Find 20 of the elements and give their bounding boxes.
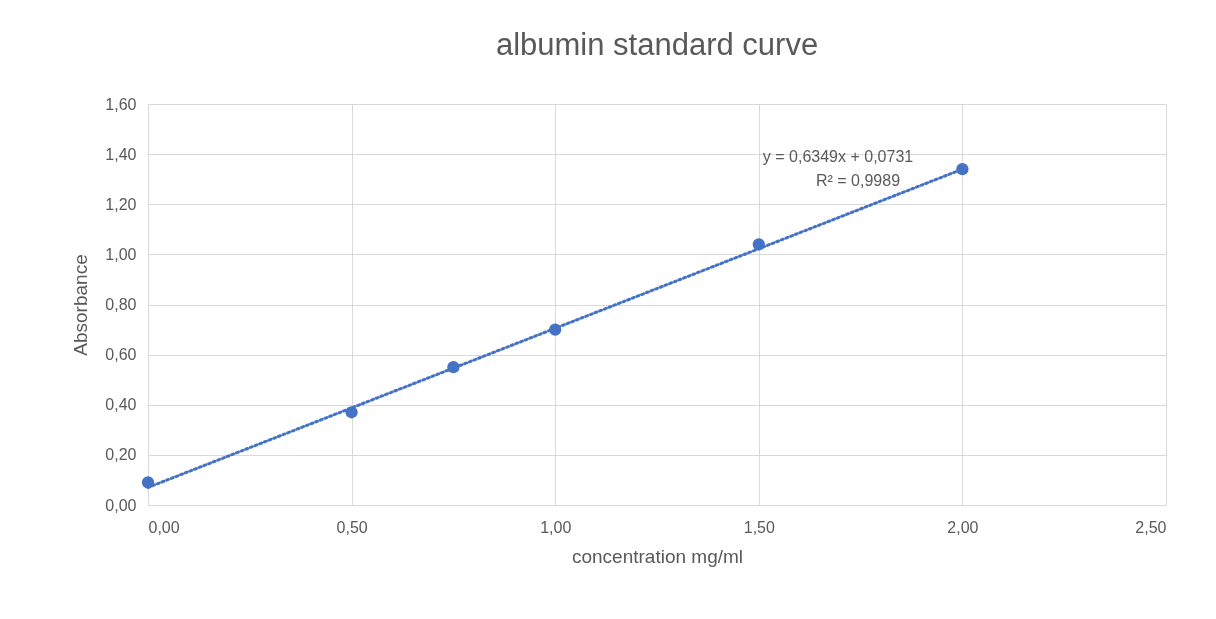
x-tick-label: 0,00	[148, 518, 180, 536]
y-tick-label: 0,40	[105, 396, 137, 414]
y-tick-label: 1,20	[105, 195, 137, 213]
y-tick-label: 1,40	[105, 145, 137, 163]
x-axis-title: concentration mg/ml	[571, 545, 744, 567]
annotation: y = 0,6349x + 0,0731	[762, 148, 914, 165]
annotation: R² = 0,9989	[815, 172, 901, 189]
x-tick-label: 2,00	[947, 518, 979, 536]
y-tick-label: 0,20	[105, 446, 137, 464]
y-tick-label: 0,60	[105, 346, 137, 364]
y-tick-label: 0,00	[105, 496, 137, 514]
x-tick-label: 1,00	[540, 518, 572, 536]
x-tick-label: 2,50	[1135, 518, 1167, 536]
chart-title: albumin standard curve	[495, 27, 819, 62]
y-tick-label: 0,80	[105, 296, 137, 313]
y-tick-label: 1,60	[105, 95, 137, 113]
y-axis-title: Absorbance	[70, 254, 92, 356]
x-tick-label: 0,50	[336, 518, 368, 536]
y-tick-label: 1,00	[105, 245, 137, 263]
x-tick-label: 1,50	[743, 518, 775, 536]
